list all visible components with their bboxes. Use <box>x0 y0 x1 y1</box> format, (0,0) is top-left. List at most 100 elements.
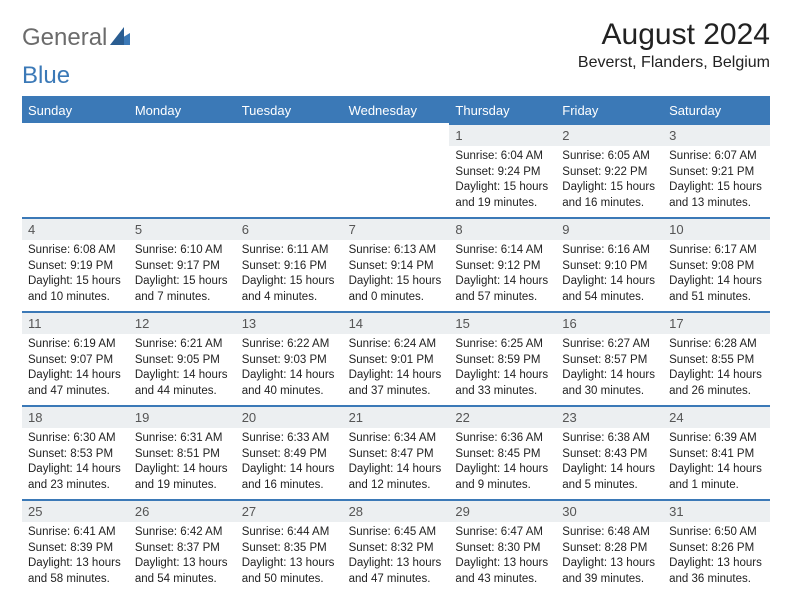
day-number: 8 <box>449 219 556 240</box>
day-details: Sunrise: 6:17 AMSunset: 9:08 PMDaylight:… <box>663 240 770 311</box>
day-number: 18 <box>22 407 129 428</box>
calendar-cell: 21Sunrise: 6:34 AMSunset: 8:47 PMDayligh… <box>343 405 450 499</box>
day-details: Sunrise: 6:27 AMSunset: 8:57 PMDaylight:… <box>556 334 663 405</box>
calendar-cell: 6Sunrise: 6:11 AMSunset: 9:16 PMDaylight… <box>236 217 343 311</box>
calendar-cell: 29Sunrise: 6:47 AMSunset: 8:30 PMDayligh… <box>449 499 556 593</box>
dow-label: Wednesday <box>343 98 450 123</box>
day-number: 19 <box>129 407 236 428</box>
calendar-cell: 25Sunrise: 6:41 AMSunset: 8:39 PMDayligh… <box>22 499 129 593</box>
calendar-cell: 31Sunrise: 6:50 AMSunset: 8:26 PMDayligh… <box>663 499 770 593</box>
day-number: 27 <box>236 501 343 522</box>
title-block: August 2024 Beverst, Flanders, Belgium <box>578 18 770 72</box>
day-details: Sunrise: 6:25 AMSunset: 8:59 PMDaylight:… <box>449 334 556 405</box>
day-details: Sunrise: 6:22 AMSunset: 9:03 PMDaylight:… <box>236 334 343 405</box>
day-details: Sunrise: 6:14 AMSunset: 9:12 PMDaylight:… <box>449 240 556 311</box>
calendar-cell: 5Sunrise: 6:10 AMSunset: 9:17 PMDaylight… <box>129 217 236 311</box>
calendar-cell <box>129 123 236 217</box>
calendar-cell: 15Sunrise: 6:25 AMSunset: 8:59 PMDayligh… <box>449 311 556 405</box>
day-number <box>22 123 129 144</box>
day-number: 28 <box>343 501 450 522</box>
day-details: Sunrise: 6:10 AMSunset: 9:17 PMDaylight:… <box>129 240 236 311</box>
calendar-cell: 22Sunrise: 6:36 AMSunset: 8:45 PMDayligh… <box>449 405 556 499</box>
calendar-cell: 12Sunrise: 6:21 AMSunset: 9:05 PMDayligh… <box>129 311 236 405</box>
day-details: Sunrise: 6:11 AMSunset: 9:16 PMDaylight:… <box>236 240 343 311</box>
day-number: 11 <box>22 313 129 334</box>
day-details: Sunrise: 6:45 AMSunset: 8:32 PMDaylight:… <box>343 522 450 593</box>
calendar-cell: 28Sunrise: 6:45 AMSunset: 8:32 PMDayligh… <box>343 499 450 593</box>
calendar-cell <box>22 123 129 217</box>
day-number: 30 <box>556 501 663 522</box>
day-details: Sunrise: 6:48 AMSunset: 8:28 PMDaylight:… <box>556 522 663 593</box>
calendar-cell: 3Sunrise: 6:07 AMSunset: 9:21 PMDaylight… <box>663 123 770 217</box>
day-details: Sunrise: 6:04 AMSunset: 9:24 PMDaylight:… <box>449 146 556 217</box>
dow-label: Tuesday <box>236 98 343 123</box>
day-number: 31 <box>663 501 770 522</box>
dow-label: Saturday <box>663 98 770 123</box>
day-number: 23 <box>556 407 663 428</box>
day-number <box>129 123 236 144</box>
day-number: 15 <box>449 313 556 334</box>
day-number: 10 <box>663 219 770 240</box>
day-details: Sunrise: 6:42 AMSunset: 8:37 PMDaylight:… <box>129 522 236 593</box>
day-details: Sunrise: 6:34 AMSunset: 8:47 PMDaylight:… <box>343 428 450 499</box>
day-details: Sunrise: 6:31 AMSunset: 8:51 PMDaylight:… <box>129 428 236 499</box>
calendar-cell: 30Sunrise: 6:48 AMSunset: 8:28 PMDayligh… <box>556 499 663 593</box>
day-number: 29 <box>449 501 556 522</box>
day-details: Sunrise: 6:44 AMSunset: 8:35 PMDaylight:… <box>236 522 343 593</box>
day-details: Sunrise: 6:39 AMSunset: 8:41 PMDaylight:… <box>663 428 770 499</box>
calendar-cell: 8Sunrise: 6:14 AMSunset: 9:12 PMDaylight… <box>449 217 556 311</box>
day-details: Sunrise: 6:30 AMSunset: 8:53 PMDaylight:… <box>22 428 129 499</box>
day-number: 14 <box>343 313 450 334</box>
day-details: Sunrise: 6:08 AMSunset: 9:19 PMDaylight:… <box>22 240 129 311</box>
day-number <box>343 123 450 144</box>
calendar-cell: 14Sunrise: 6:24 AMSunset: 9:01 PMDayligh… <box>343 311 450 405</box>
calendar-cell: 23Sunrise: 6:38 AMSunset: 8:43 PMDayligh… <box>556 405 663 499</box>
day-number: 5 <box>129 219 236 240</box>
dow-label: Monday <box>129 98 236 123</box>
day-number: 17 <box>663 313 770 334</box>
dow-header: SundayMondayTuesdayWednesdayThursdayFrid… <box>22 98 770 123</box>
calendar-cell: 4Sunrise: 6:08 AMSunset: 9:19 PMDaylight… <box>22 217 129 311</box>
day-details: Sunrise: 6:33 AMSunset: 8:49 PMDaylight:… <box>236 428 343 499</box>
day-details: Sunrise: 6:41 AMSunset: 8:39 PMDaylight:… <box>22 522 129 593</box>
month-title: August 2024 <box>578 18 770 52</box>
day-number: 6 <box>236 219 343 240</box>
calendar-cell: 16Sunrise: 6:27 AMSunset: 8:57 PMDayligh… <box>556 311 663 405</box>
calendar-cell: 18Sunrise: 6:30 AMSunset: 8:53 PMDayligh… <box>22 405 129 499</box>
day-number: 21 <box>343 407 450 428</box>
calendar-cell: 27Sunrise: 6:44 AMSunset: 8:35 PMDayligh… <box>236 499 343 593</box>
calendar-cell <box>343 123 450 217</box>
calendar-cell: 24Sunrise: 6:39 AMSunset: 8:41 PMDayligh… <box>663 405 770 499</box>
calendar-cell: 19Sunrise: 6:31 AMSunset: 8:51 PMDayligh… <box>129 405 236 499</box>
day-number: 22 <box>449 407 556 428</box>
dow-label: Thursday <box>449 98 556 123</box>
day-details: Sunrise: 6:28 AMSunset: 8:55 PMDaylight:… <box>663 334 770 405</box>
day-details: Sunrise: 6:05 AMSunset: 9:22 PMDaylight:… <box>556 146 663 217</box>
day-number: 25 <box>22 501 129 522</box>
day-details: Sunrise: 6:24 AMSunset: 9:01 PMDaylight:… <box>343 334 450 405</box>
day-number: 20 <box>236 407 343 428</box>
day-details: Sunrise: 6:36 AMSunset: 8:45 PMDaylight:… <box>449 428 556 499</box>
calendar-grid: 1Sunrise: 6:04 AMSunset: 9:24 PMDaylight… <box>22 123 770 593</box>
day-details: Sunrise: 6:21 AMSunset: 9:05 PMDaylight:… <box>129 334 236 405</box>
day-number: 16 <box>556 313 663 334</box>
day-number <box>236 123 343 144</box>
calendar-cell: 10Sunrise: 6:17 AMSunset: 9:08 PMDayligh… <box>663 217 770 311</box>
day-details: Sunrise: 6:13 AMSunset: 9:14 PMDaylight:… <box>343 240 450 311</box>
day-number: 12 <box>129 313 236 334</box>
day-number: 13 <box>236 313 343 334</box>
day-details: Sunrise: 6:16 AMSunset: 9:10 PMDaylight:… <box>556 240 663 311</box>
calendar-cell: 9Sunrise: 6:16 AMSunset: 9:10 PMDaylight… <box>556 217 663 311</box>
day-number: 24 <box>663 407 770 428</box>
calendar-cell: 17Sunrise: 6:28 AMSunset: 8:55 PMDayligh… <box>663 311 770 405</box>
location: Beverst, Flanders, Belgium <box>578 54 770 72</box>
dow-label: Friday <box>556 98 663 123</box>
day-number: 3 <box>663 125 770 146</box>
calendar-cell: 26Sunrise: 6:42 AMSunset: 8:37 PMDayligh… <box>129 499 236 593</box>
logo: General <box>22 18 130 52</box>
calendar-cell: 2Sunrise: 6:05 AMSunset: 9:22 PMDaylight… <box>556 123 663 217</box>
day-number: 4 <box>22 219 129 240</box>
calendar-cell <box>236 123 343 217</box>
calendar-cell: 20Sunrise: 6:33 AMSunset: 8:49 PMDayligh… <box>236 405 343 499</box>
day-details: Sunrise: 6:38 AMSunset: 8:43 PMDaylight:… <box>556 428 663 499</box>
